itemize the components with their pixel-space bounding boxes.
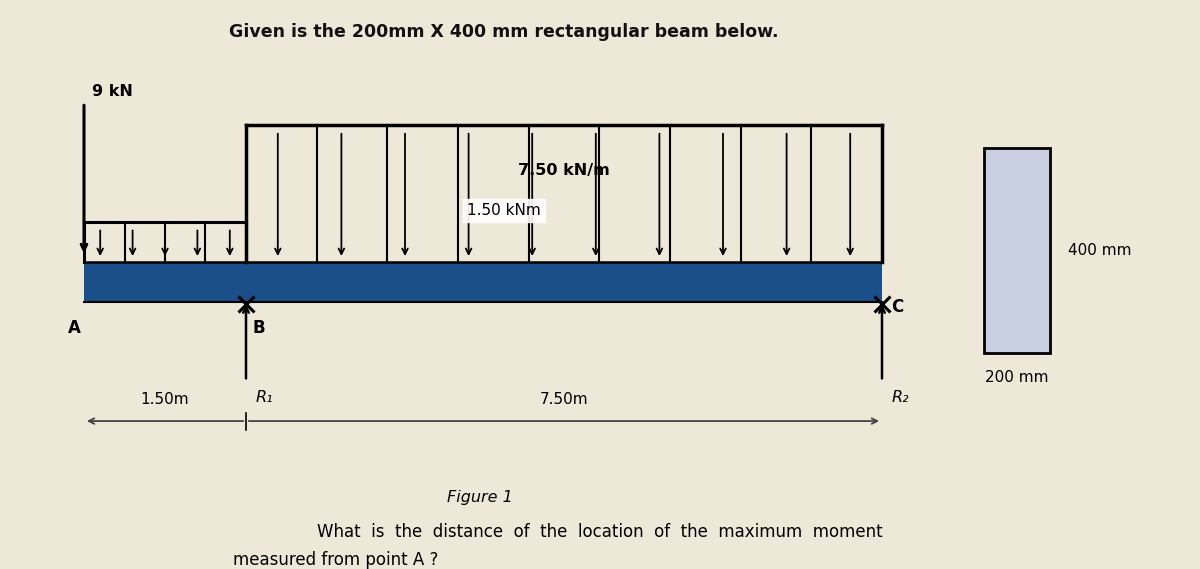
Bar [84,262,882,302]
Text: R₂: R₂ [892,390,910,405]
Text: Figure 1: Figure 1 [448,490,512,505]
Text: Given is the 200mm X 400 mm rectangular beam below.: Given is the 200mm X 400 mm rectangular … [229,23,779,41]
Text: A: A [68,319,80,337]
Text: 200 mm: 200 mm [985,370,1049,385]
Text: R₁: R₁ [256,390,274,405]
Text: 1.50 kNm: 1.50 kNm [467,203,541,218]
Text: B: B [252,319,265,337]
Text: What  is  the  distance  of  the  location  of  the  maximum  moment: What is the distance of the location of … [317,523,883,541]
Text: 400 mm: 400 mm [1068,243,1132,258]
Text: 1.50m: 1.50m [140,392,190,407]
Text: measured from point A ?: measured from point A ? [233,551,439,569]
Bar [984,148,1050,353]
Text: 9 kN: 9 kN [92,84,133,98]
Text: 7.50m: 7.50m [540,392,588,407]
Text: 7.50 kN/m: 7.50 kN/m [518,163,610,178]
Text: C: C [892,298,904,316]
